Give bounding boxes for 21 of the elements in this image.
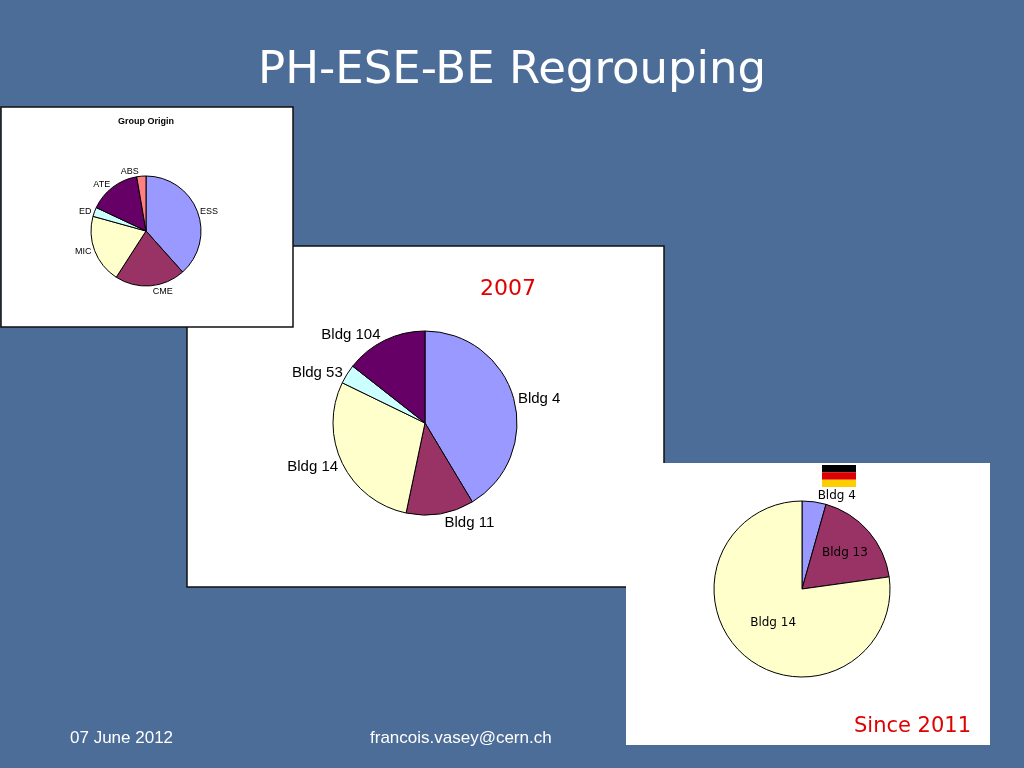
pie-slice xyxy=(713,500,891,678)
slice-label: Bldg 53 xyxy=(291,363,343,381)
text: 07 June 2012 xyxy=(70,728,174,747)
slice-label: Bldg 13 xyxy=(821,544,868,559)
slice-label: ESS xyxy=(199,205,218,216)
slice-label: Bldg 4 xyxy=(517,389,561,407)
chart-title: Group Origin xyxy=(118,116,174,126)
slice-label: MIC xyxy=(75,246,93,257)
slice-label: ATE xyxy=(93,179,111,190)
text: PH-ESE-BE Regrouping xyxy=(258,41,767,94)
slice-label: CME xyxy=(152,285,173,296)
slice-label: Bldg 14 xyxy=(287,456,339,474)
slice-label: ABS xyxy=(120,166,139,177)
slice-label: Bldg 11 xyxy=(444,513,495,531)
text: francois.vasey@cern.ch xyxy=(370,728,552,747)
chart-title: 2007 xyxy=(480,275,536,300)
slice-label: Bldg 4 xyxy=(817,487,856,502)
text: Since 2011 xyxy=(854,713,972,737)
slice-label: ED xyxy=(78,206,92,217)
slice-label: Bldg 14 xyxy=(750,615,797,630)
slice-label: Bldg 104 xyxy=(321,324,381,342)
